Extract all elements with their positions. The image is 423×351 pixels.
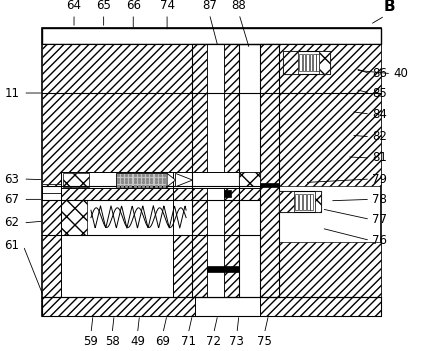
Bar	[42, 186, 262, 200]
Bar	[260, 44, 279, 297]
Text: 69: 69	[155, 335, 170, 348]
Bar	[310, 194, 313, 210]
Text: 71: 71	[181, 335, 196, 348]
Bar	[42, 186, 61, 200]
Text: 78: 78	[372, 193, 387, 206]
Text: 61: 61	[4, 239, 19, 252]
Bar	[192, 44, 207, 297]
Bar	[299, 194, 302, 210]
Text: 67: 67	[4, 193, 19, 206]
Bar	[299, 54, 302, 71]
Bar	[63, 173, 89, 187]
Bar	[283, 51, 298, 74]
Bar	[260, 44, 279, 297]
Text: B: B	[383, 0, 395, 14]
Text: 64: 64	[66, 0, 82, 12]
Text: 74: 74	[159, 0, 175, 12]
Bar	[42, 28, 381, 44]
Text: 73: 73	[229, 335, 244, 348]
Text: 66: 66	[126, 0, 141, 12]
Bar	[61, 172, 173, 188]
Bar	[116, 173, 167, 187]
Bar	[306, 54, 309, 71]
Bar	[313, 54, 316, 71]
Bar	[260, 297, 381, 316]
Text: 11: 11	[4, 86, 19, 100]
Bar	[310, 54, 312, 71]
Bar	[42, 28, 381, 316]
Text: 81: 81	[372, 151, 387, 165]
Bar	[61, 200, 87, 235]
Bar	[42, 184, 61, 297]
Bar	[195, 297, 260, 316]
Bar	[173, 184, 192, 297]
Bar	[295, 194, 298, 210]
Bar	[319, 51, 330, 74]
Text: 82: 82	[372, 130, 387, 144]
Text: 86: 86	[372, 67, 387, 80]
Bar	[279, 242, 381, 297]
Polygon shape	[176, 173, 192, 187]
Text: 85: 85	[372, 86, 387, 100]
Text: 65: 65	[96, 0, 111, 12]
Text: 58: 58	[105, 335, 119, 348]
Text: 72: 72	[206, 335, 221, 348]
Text: 87: 87	[202, 0, 217, 12]
Text: 88: 88	[232, 0, 246, 12]
Bar	[61, 172, 260, 188]
Bar	[207, 266, 239, 272]
Bar	[224, 190, 231, 197]
Text: 59: 59	[83, 335, 99, 348]
Text: 49: 49	[130, 335, 145, 348]
Bar	[303, 54, 305, 71]
Bar	[224, 44, 239, 297]
Bar	[239, 172, 260, 186]
Bar	[42, 297, 195, 316]
Text: 63: 63	[4, 172, 19, 186]
Text: 40: 40	[393, 67, 408, 80]
Bar	[207, 44, 224, 297]
Bar	[279, 44, 381, 186]
Bar	[42, 297, 381, 316]
Bar	[316, 54, 319, 71]
Bar	[283, 51, 330, 74]
Text: 79: 79	[372, 172, 387, 186]
Bar	[307, 194, 310, 210]
Bar	[260, 183, 279, 187]
Polygon shape	[167, 173, 176, 187]
Bar	[279, 191, 321, 212]
Bar	[192, 44, 239, 297]
Text: 62: 62	[4, 216, 19, 230]
Bar	[279, 191, 294, 212]
Text: 77: 77	[372, 213, 387, 226]
Bar	[315, 191, 321, 212]
Text: 75: 75	[257, 335, 272, 348]
Bar	[61, 200, 192, 235]
Bar	[303, 194, 306, 210]
Bar	[42, 44, 192, 184]
Text: 84: 84	[372, 107, 387, 121]
Text: 76: 76	[372, 234, 387, 247]
